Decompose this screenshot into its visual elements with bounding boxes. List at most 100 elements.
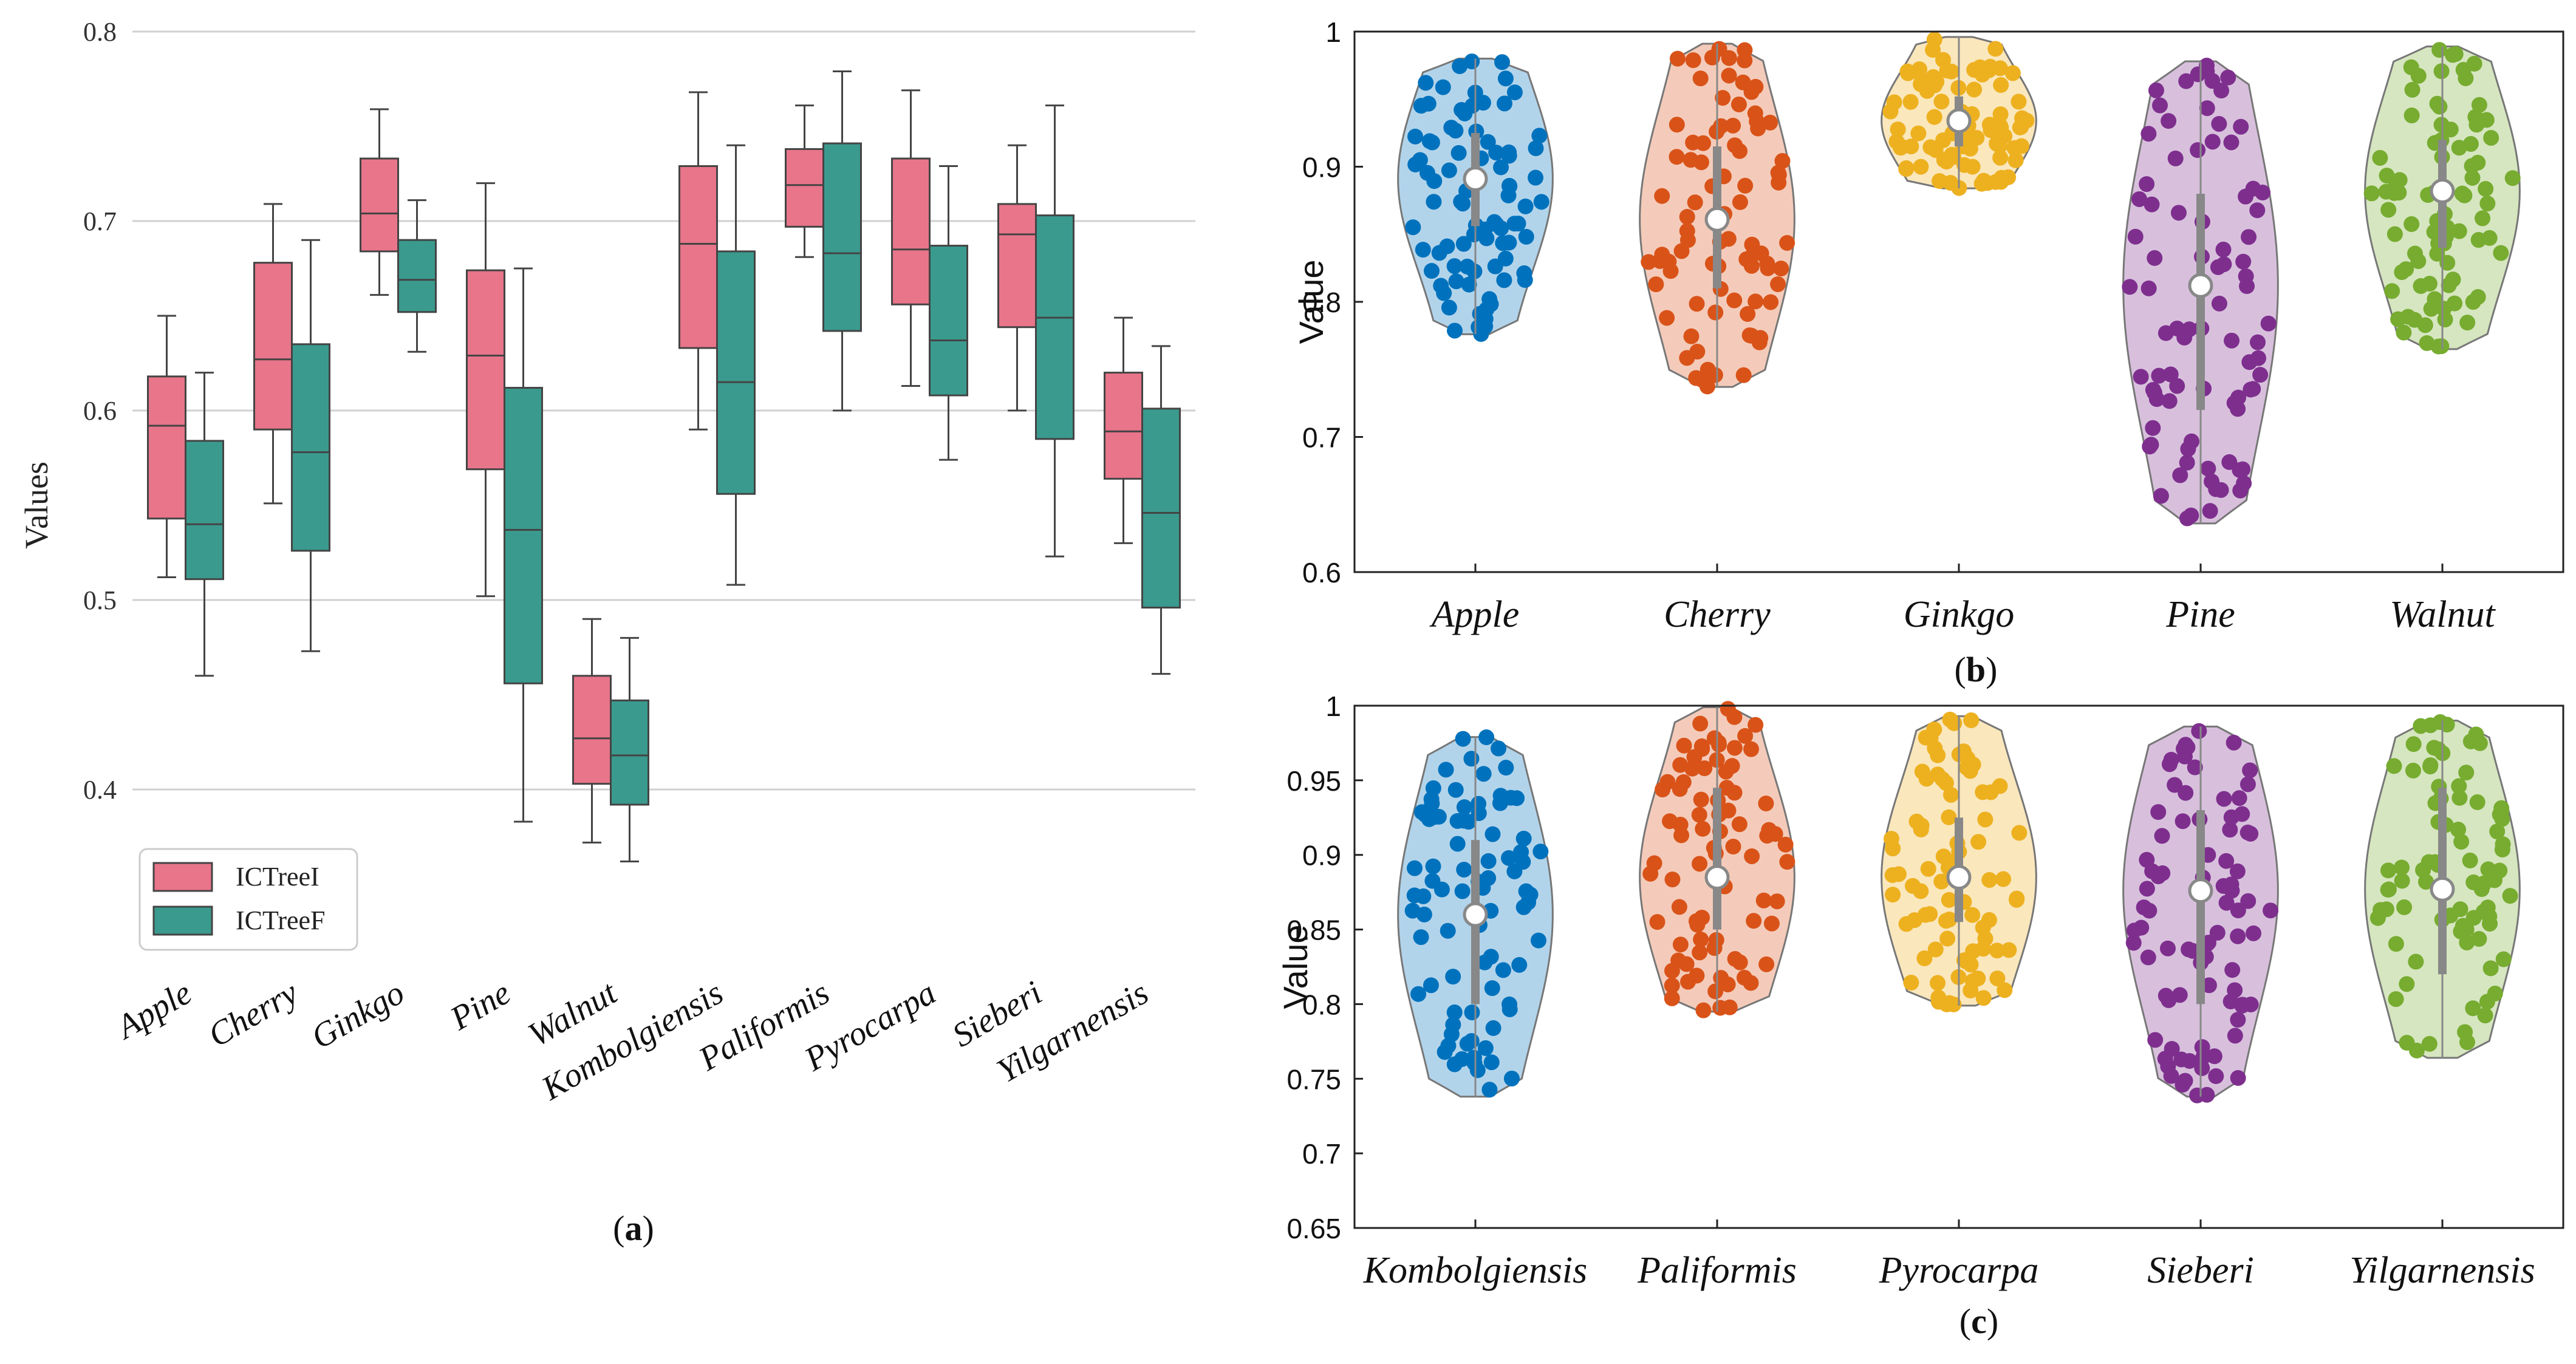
data-point xyxy=(1420,95,1437,112)
data-point xyxy=(1532,844,1549,860)
data-point xyxy=(1464,53,1480,70)
data-point xyxy=(1731,816,1748,833)
box-ictreef-apple xyxy=(185,372,224,677)
y-tick-label: 0.95 xyxy=(1286,765,1341,797)
data-point xyxy=(1648,276,1664,293)
data-point xyxy=(2451,789,2468,806)
data-point xyxy=(2206,1048,2222,1065)
data-point xyxy=(1718,763,1734,780)
data-point xyxy=(2236,475,2252,491)
data-point xyxy=(2231,790,2247,806)
violin-kombolgiensis xyxy=(1397,729,1554,1098)
data-point xyxy=(2396,324,2412,341)
data-point xyxy=(1404,902,1421,919)
data-point xyxy=(1405,219,1421,236)
data-point xyxy=(2439,254,2456,271)
y-tick-label: 0.9 xyxy=(1302,840,1341,871)
data-point xyxy=(1975,990,1992,1006)
box-iqr xyxy=(291,343,330,552)
data-point xyxy=(2133,919,2150,936)
data-point xyxy=(1744,236,1760,253)
data-point xyxy=(2184,433,2200,449)
data-point xyxy=(2218,895,2235,911)
data-point xyxy=(1973,176,1990,192)
data-point xyxy=(1914,763,1930,780)
data-point xyxy=(2233,118,2249,135)
data-point xyxy=(1750,120,1766,137)
data-point xyxy=(2421,276,2438,292)
data-point xyxy=(1721,67,1737,84)
data-point xyxy=(2151,367,2167,384)
x-tick-label: Pyrocarpa xyxy=(1879,1250,2039,1291)
data-point xyxy=(1989,970,2006,987)
data-point xyxy=(2450,822,2467,838)
data-point xyxy=(1993,77,2009,94)
data-point xyxy=(1930,766,1946,783)
data-point xyxy=(1751,334,1768,350)
data-point xyxy=(2222,822,2238,838)
data-point xyxy=(1963,712,1980,729)
data-point xyxy=(2189,1087,2205,1103)
data-point xyxy=(1898,916,1915,932)
data-point xyxy=(2239,278,2255,295)
data-point xyxy=(1737,177,1754,194)
data-point xyxy=(1885,887,1901,903)
y-tick-label: 0.7 xyxy=(1302,422,1341,454)
panel-c-y-axis-label: Value xyxy=(1276,924,1314,1009)
data-point xyxy=(2481,230,2498,246)
data-point xyxy=(1746,913,1762,929)
data-point xyxy=(2238,188,2254,205)
data-point xyxy=(1920,861,1936,877)
violin-walnut xyxy=(2363,42,2521,355)
data-point xyxy=(2240,893,2257,909)
data-point xyxy=(1517,272,1533,288)
data-point xyxy=(1710,737,1727,753)
x-tick-label: Apple xyxy=(1429,594,1520,635)
data-point xyxy=(1431,245,1447,261)
data-point xyxy=(1664,990,1680,1006)
data-point xyxy=(1692,715,1709,732)
data-point xyxy=(2199,100,2215,117)
data-point xyxy=(2391,172,2408,188)
data-point xyxy=(2181,1052,2198,1069)
data-point xyxy=(1922,906,1938,922)
data-point xyxy=(2462,136,2479,152)
data-point xyxy=(1726,740,1743,756)
data-point xyxy=(1755,892,1772,909)
data-point xyxy=(2255,185,2271,201)
data-point xyxy=(1423,263,1440,279)
data-point xyxy=(1935,132,1952,148)
violin-yilgarnensis xyxy=(2364,714,2521,1059)
data-point xyxy=(2263,902,2279,919)
data-point xyxy=(2161,756,2178,772)
data-point xyxy=(2190,66,2206,83)
data-point xyxy=(2230,1069,2246,1086)
data-point xyxy=(1899,63,1916,80)
data-point xyxy=(1735,367,1752,383)
data-point xyxy=(1890,121,1906,138)
panel-c-label: (c) xyxy=(1959,1301,1998,1341)
data-point xyxy=(1726,709,1743,725)
data-point xyxy=(1533,194,1549,210)
data-point xyxy=(2179,454,2195,471)
data-point xyxy=(1679,209,1695,225)
data-point xyxy=(2408,953,2424,970)
data-point xyxy=(2183,507,2199,523)
data-point xyxy=(1449,836,1466,852)
data-point xyxy=(1704,49,1720,66)
data-point xyxy=(2393,859,2410,876)
data-point xyxy=(1430,808,1447,825)
data-point xyxy=(1715,90,1731,106)
data-point xyxy=(2399,1035,2415,1051)
data-point xyxy=(1758,956,1775,972)
data-point xyxy=(2154,828,2170,844)
data-point xyxy=(2369,910,2386,926)
data-point xyxy=(1913,76,1929,92)
data-point xyxy=(1518,228,1534,245)
data-point xyxy=(1938,154,1955,170)
data-point xyxy=(1673,827,1690,844)
x-tick-label: Pine xyxy=(443,974,517,1038)
data-point xyxy=(2004,65,2021,81)
legend-label-ictreef: ICTreeF xyxy=(236,905,326,935)
data-point xyxy=(2475,210,2491,227)
